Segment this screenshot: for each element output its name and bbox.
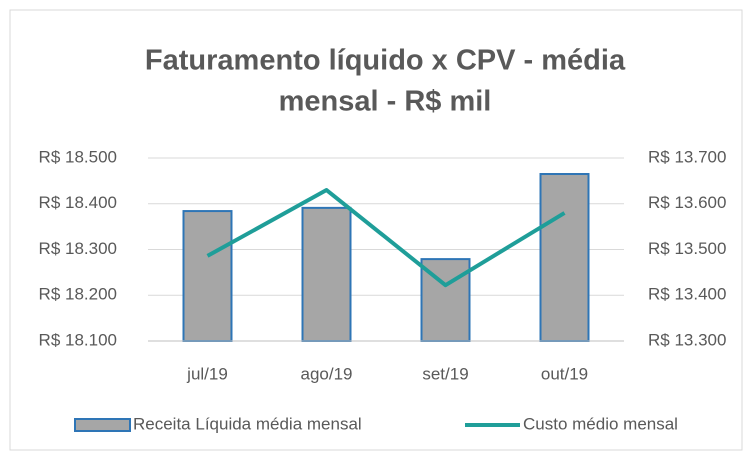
chart-title: mensal - R$ mil: [279, 86, 492, 118]
y2-tick-label: R$ 13.600: [648, 193, 726, 212]
x-tick-label: out/19: [541, 364, 588, 383]
y-tick-label: R$ 18.500: [39, 147, 117, 166]
line: [206, 188, 566, 288]
legend-label: Custo médio mensal: [523, 414, 678, 433]
y-tick-label: R$ 18.300: [39, 239, 117, 258]
y2-tick-label: R$ 13.300: [648, 330, 726, 349]
bar: [301, 206, 352, 342]
x-tick-label: ago/19: [301, 364, 353, 383]
legend-label: Receita Líquida média mensal: [133, 414, 362, 433]
x-tick-label: set/19: [422, 364, 468, 383]
y-tick-label: R$ 18.100: [39, 330, 117, 349]
x-tick-label: jul/19: [186, 364, 228, 383]
legend-swatch: [74, 418, 131, 432]
chart-title: Faturamento líquido x CPV - média: [145, 45, 626, 77]
bar: [182, 210, 233, 342]
y-tick-label: R$ 18.200: [39, 285, 117, 304]
y-tick-label: R$ 18.400: [39, 193, 117, 212]
bar: [539, 173, 590, 342]
y2-tick-label: R$ 13.500: [648, 239, 726, 258]
y2-tick-label: R$ 13.400: [648, 285, 726, 304]
y2-tick-label: R$ 13.700: [648, 147, 726, 166]
